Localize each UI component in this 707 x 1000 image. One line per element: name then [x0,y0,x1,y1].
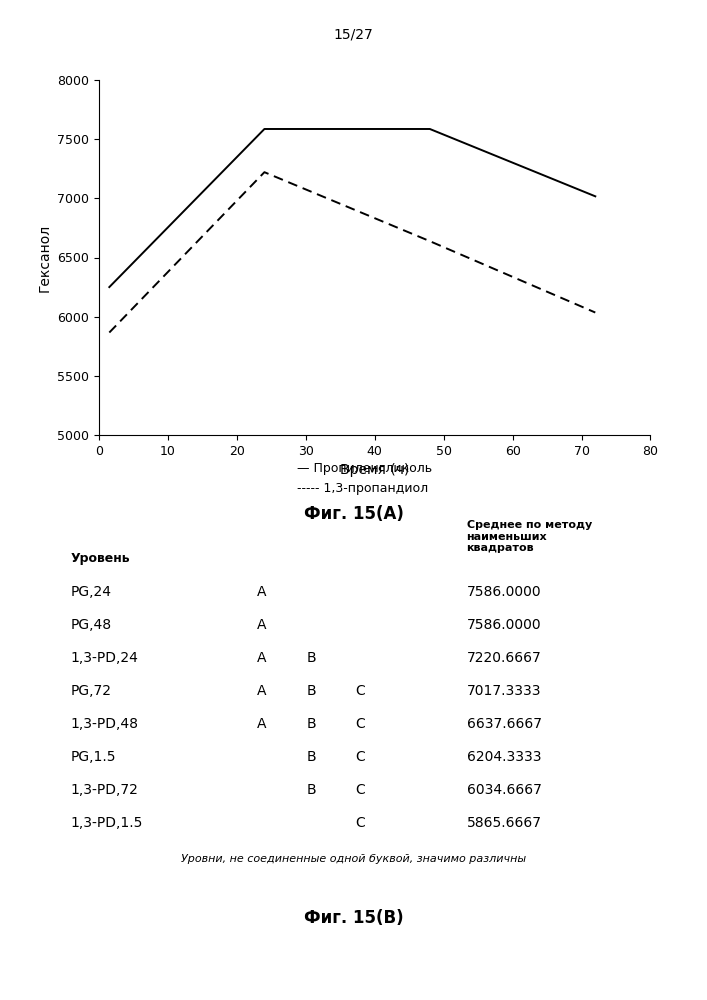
Text: A: A [257,684,267,698]
Text: 1,3-PD,24: 1,3-PD,24 [71,651,139,665]
Text: — Пропиленгликоль: — Пропиленгликоль [297,462,432,475]
X-axis label: Время (ч): Время (ч) [340,463,409,477]
Text: C: C [356,816,366,830]
Text: ----- 1,3-пропандиол: ----- 1,3-пропандиол [297,482,428,495]
Text: B: B [306,717,316,731]
Text: B: B [306,750,316,764]
Text: 1,3-PD,72: 1,3-PD,72 [71,783,139,797]
Text: 6637.6667: 6637.6667 [467,717,542,731]
Text: C: C [356,717,366,731]
Text: Уровни, не соединенные одной буквой, значимо различны: Уровни, не соединенные одной буквой, зна… [181,854,526,864]
Text: 1,3-PD,48: 1,3-PD,48 [71,717,139,731]
Text: 6204.3333: 6204.3333 [467,750,541,764]
Text: 6034.6667: 6034.6667 [467,783,542,797]
Text: C: C [356,684,366,698]
Text: PG,48: PG,48 [71,618,112,632]
Text: PG,1.5: PG,1.5 [71,750,116,764]
Text: Уровень: Уровень [71,552,130,565]
Text: PG,24: PG,24 [71,585,112,599]
Text: 15/27: 15/27 [334,28,373,42]
Text: B: B [306,783,316,797]
Text: A: A [257,717,267,731]
Text: Среднее по методу
наименьших
квадратов: Среднее по методу наименьших квадратов [467,520,592,553]
Text: A: A [257,585,267,599]
Text: C: C [356,750,366,764]
Text: Фиг. 15(B): Фиг. 15(B) [304,909,403,927]
Text: B: B [306,684,316,698]
Text: B: B [306,651,316,665]
Text: A: A [257,618,267,632]
Text: 5865.6667: 5865.6667 [467,816,542,830]
Text: PG,72: PG,72 [71,684,112,698]
Text: 7220.6667: 7220.6667 [467,651,542,665]
Text: 7586.0000: 7586.0000 [467,618,542,632]
Text: A: A [257,651,267,665]
Text: C: C [356,783,366,797]
Text: 1,3-PD,1.5: 1,3-PD,1.5 [71,816,143,830]
Text: 7017.3333: 7017.3333 [467,684,541,698]
Text: 7586.0000: 7586.0000 [467,585,542,599]
Text: Фиг. 15(А): Фиг. 15(А) [303,505,404,523]
Y-axis label: Гексанол: Гексанол [37,223,52,292]
